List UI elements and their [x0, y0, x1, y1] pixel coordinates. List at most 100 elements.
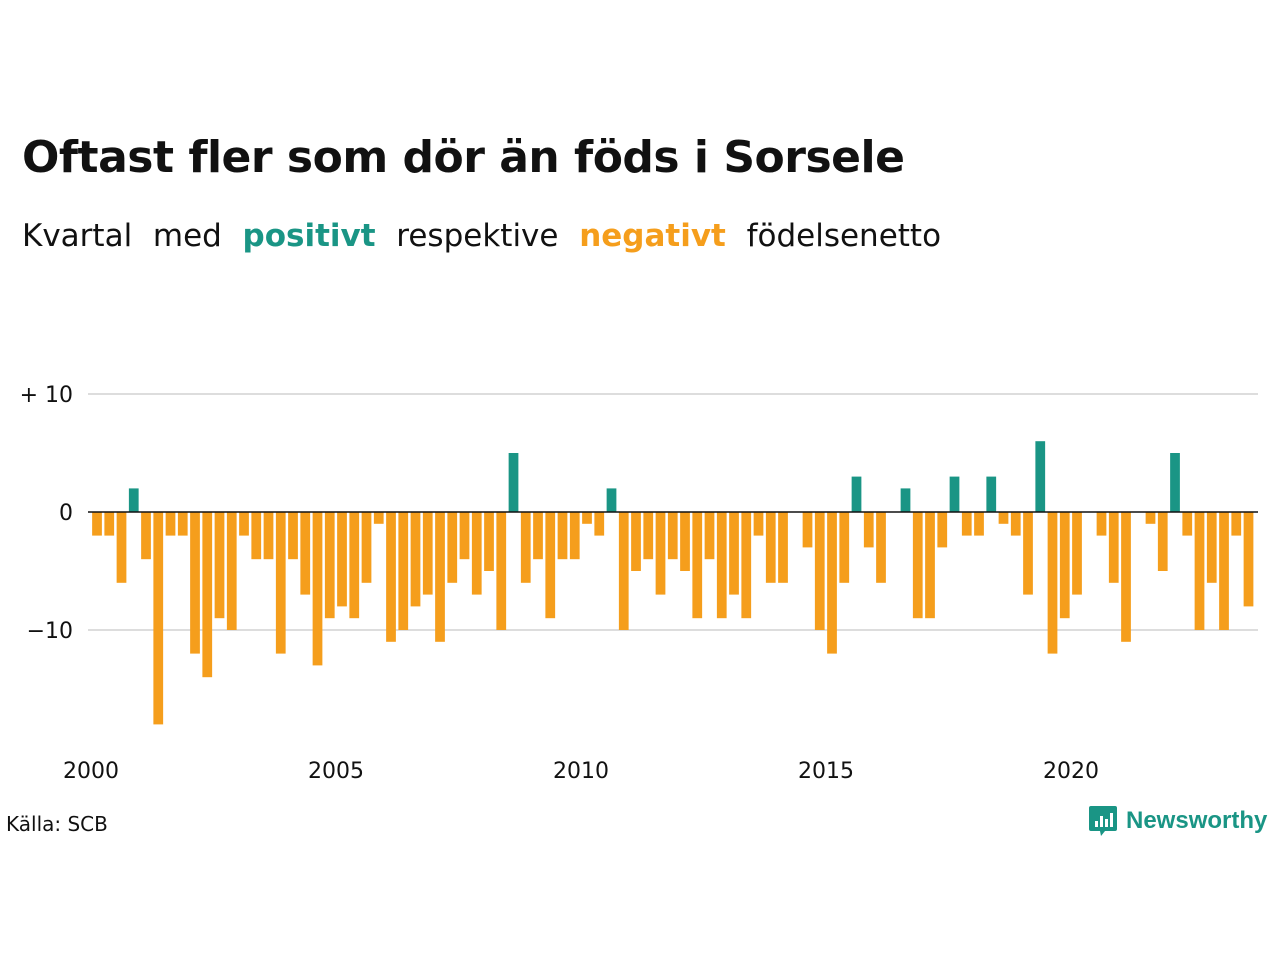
bar — [1194, 512, 1205, 630]
bar — [557, 512, 568, 560]
bar — [937, 512, 948, 548]
bar — [692, 512, 703, 619]
bar — [520, 512, 531, 583]
bar — [190, 512, 200, 654]
bar — [912, 512, 923, 619]
bar — [361, 512, 372, 583]
bar — [863, 512, 874, 548]
bar — [496, 512, 507, 630]
bar — [422, 512, 433, 595]
bar — [116, 512, 127, 583]
bar — [459, 512, 470, 560]
bar — [729, 512, 739, 595]
subtitle-text-fodelsenetto: födelsenetto — [746, 218, 942, 254]
bar — [643, 512, 654, 560]
bar — [545, 512, 556, 619]
bar — [1206, 512, 1217, 583]
newsworthy-icon — [1089, 806, 1117, 836]
y-tick-label: 0 — [59, 501, 73, 526]
bar — [704, 512, 715, 560]
subtitle-positive-label: positivt — [242, 218, 376, 254]
bar — [606, 488, 617, 512]
bar — [92, 512, 102, 536]
bar — [741, 512, 752, 619]
chart-title: Oftast fler som dör än föds i Sorsele — [22, 132, 905, 183]
bar — [827, 512, 837, 654]
bar-chart: + 10 0 −10 2000 2005 2010 2015 2020 — [20, 383, 1258, 784]
bar — [104, 512, 115, 536]
bar — [594, 512, 605, 536]
bar — [753, 512, 764, 536]
bars — [92, 441, 1254, 725]
bar — [153, 512, 164, 725]
x-tick-label: 2020 — [1043, 759, 1099, 784]
bar — [839, 512, 850, 583]
bar — [778, 512, 788, 583]
bar — [533, 512, 543, 560]
bar — [386, 512, 396, 642]
bar — [1219, 512, 1229, 630]
bar — [582, 512, 592, 524]
bar — [1231, 512, 1242, 536]
bar — [300, 512, 311, 595]
bar — [900, 488, 911, 512]
bar — [618, 512, 629, 630]
bar — [1059, 512, 1070, 619]
bar — [961, 512, 972, 536]
bar — [471, 512, 482, 595]
bar — [1072, 512, 1082, 595]
bar — [1157, 512, 1168, 571]
bar — [263, 512, 274, 560]
bar — [128, 488, 139, 512]
bar — [680, 512, 690, 571]
bar — [435, 512, 445, 642]
bar — [1010, 512, 1021, 536]
bar — [1023, 512, 1033, 595]
bar — [1243, 512, 1254, 607]
bar — [1108, 512, 1119, 583]
bar — [349, 512, 360, 619]
bar — [275, 512, 286, 654]
subtitle-text-kvartal: Kvartal — [22, 218, 133, 254]
bar — [1182, 512, 1193, 536]
bar — [337, 512, 347, 607]
source-note: Källa: SCB — [6, 812, 108, 836]
bar — [398, 512, 409, 630]
bar — [410, 512, 421, 607]
brand-name: Newsworthy — [1126, 807, 1268, 834]
subtitle-text-respektive: respektive — [396, 218, 559, 254]
bar — [876, 512, 886, 583]
bar — [447, 512, 458, 583]
bar — [631, 512, 641, 571]
bar — [484, 512, 494, 571]
bar — [998, 512, 1009, 524]
bar — [949, 476, 960, 512]
bar — [312, 512, 323, 666]
bar — [324, 512, 335, 619]
bar — [1035, 441, 1046, 512]
newsworthy-logo: Newsworthy — [1088, 804, 1267, 838]
bar — [1096, 512, 1107, 536]
bar — [508, 453, 519, 512]
bar — [667, 512, 678, 560]
bar — [569, 512, 580, 560]
bar — [214, 512, 225, 619]
bar — [925, 512, 935, 619]
subtitle-text-med: med — [152, 218, 222, 254]
bar — [765, 512, 776, 583]
chart-subtitle: Kvartal med positivt respektive negativt… — [22, 218, 941, 254]
bar — [251, 512, 262, 560]
bar — [177, 512, 188, 536]
bar — [373, 512, 384, 524]
axes: + 10 0 −10 2000 2005 2010 2015 2020 — [20, 383, 1258, 784]
bar — [1047, 512, 1058, 654]
bar — [814, 512, 825, 630]
bar — [165, 512, 176, 536]
x-tick-label: 2000 — [63, 759, 119, 784]
bar — [851, 476, 862, 512]
x-tick-label: 2010 — [553, 759, 609, 784]
bar — [986, 476, 997, 512]
y-tick-label: + 10 — [20, 383, 73, 408]
bar — [1145, 512, 1156, 524]
x-tick-label: 2015 — [798, 759, 854, 784]
